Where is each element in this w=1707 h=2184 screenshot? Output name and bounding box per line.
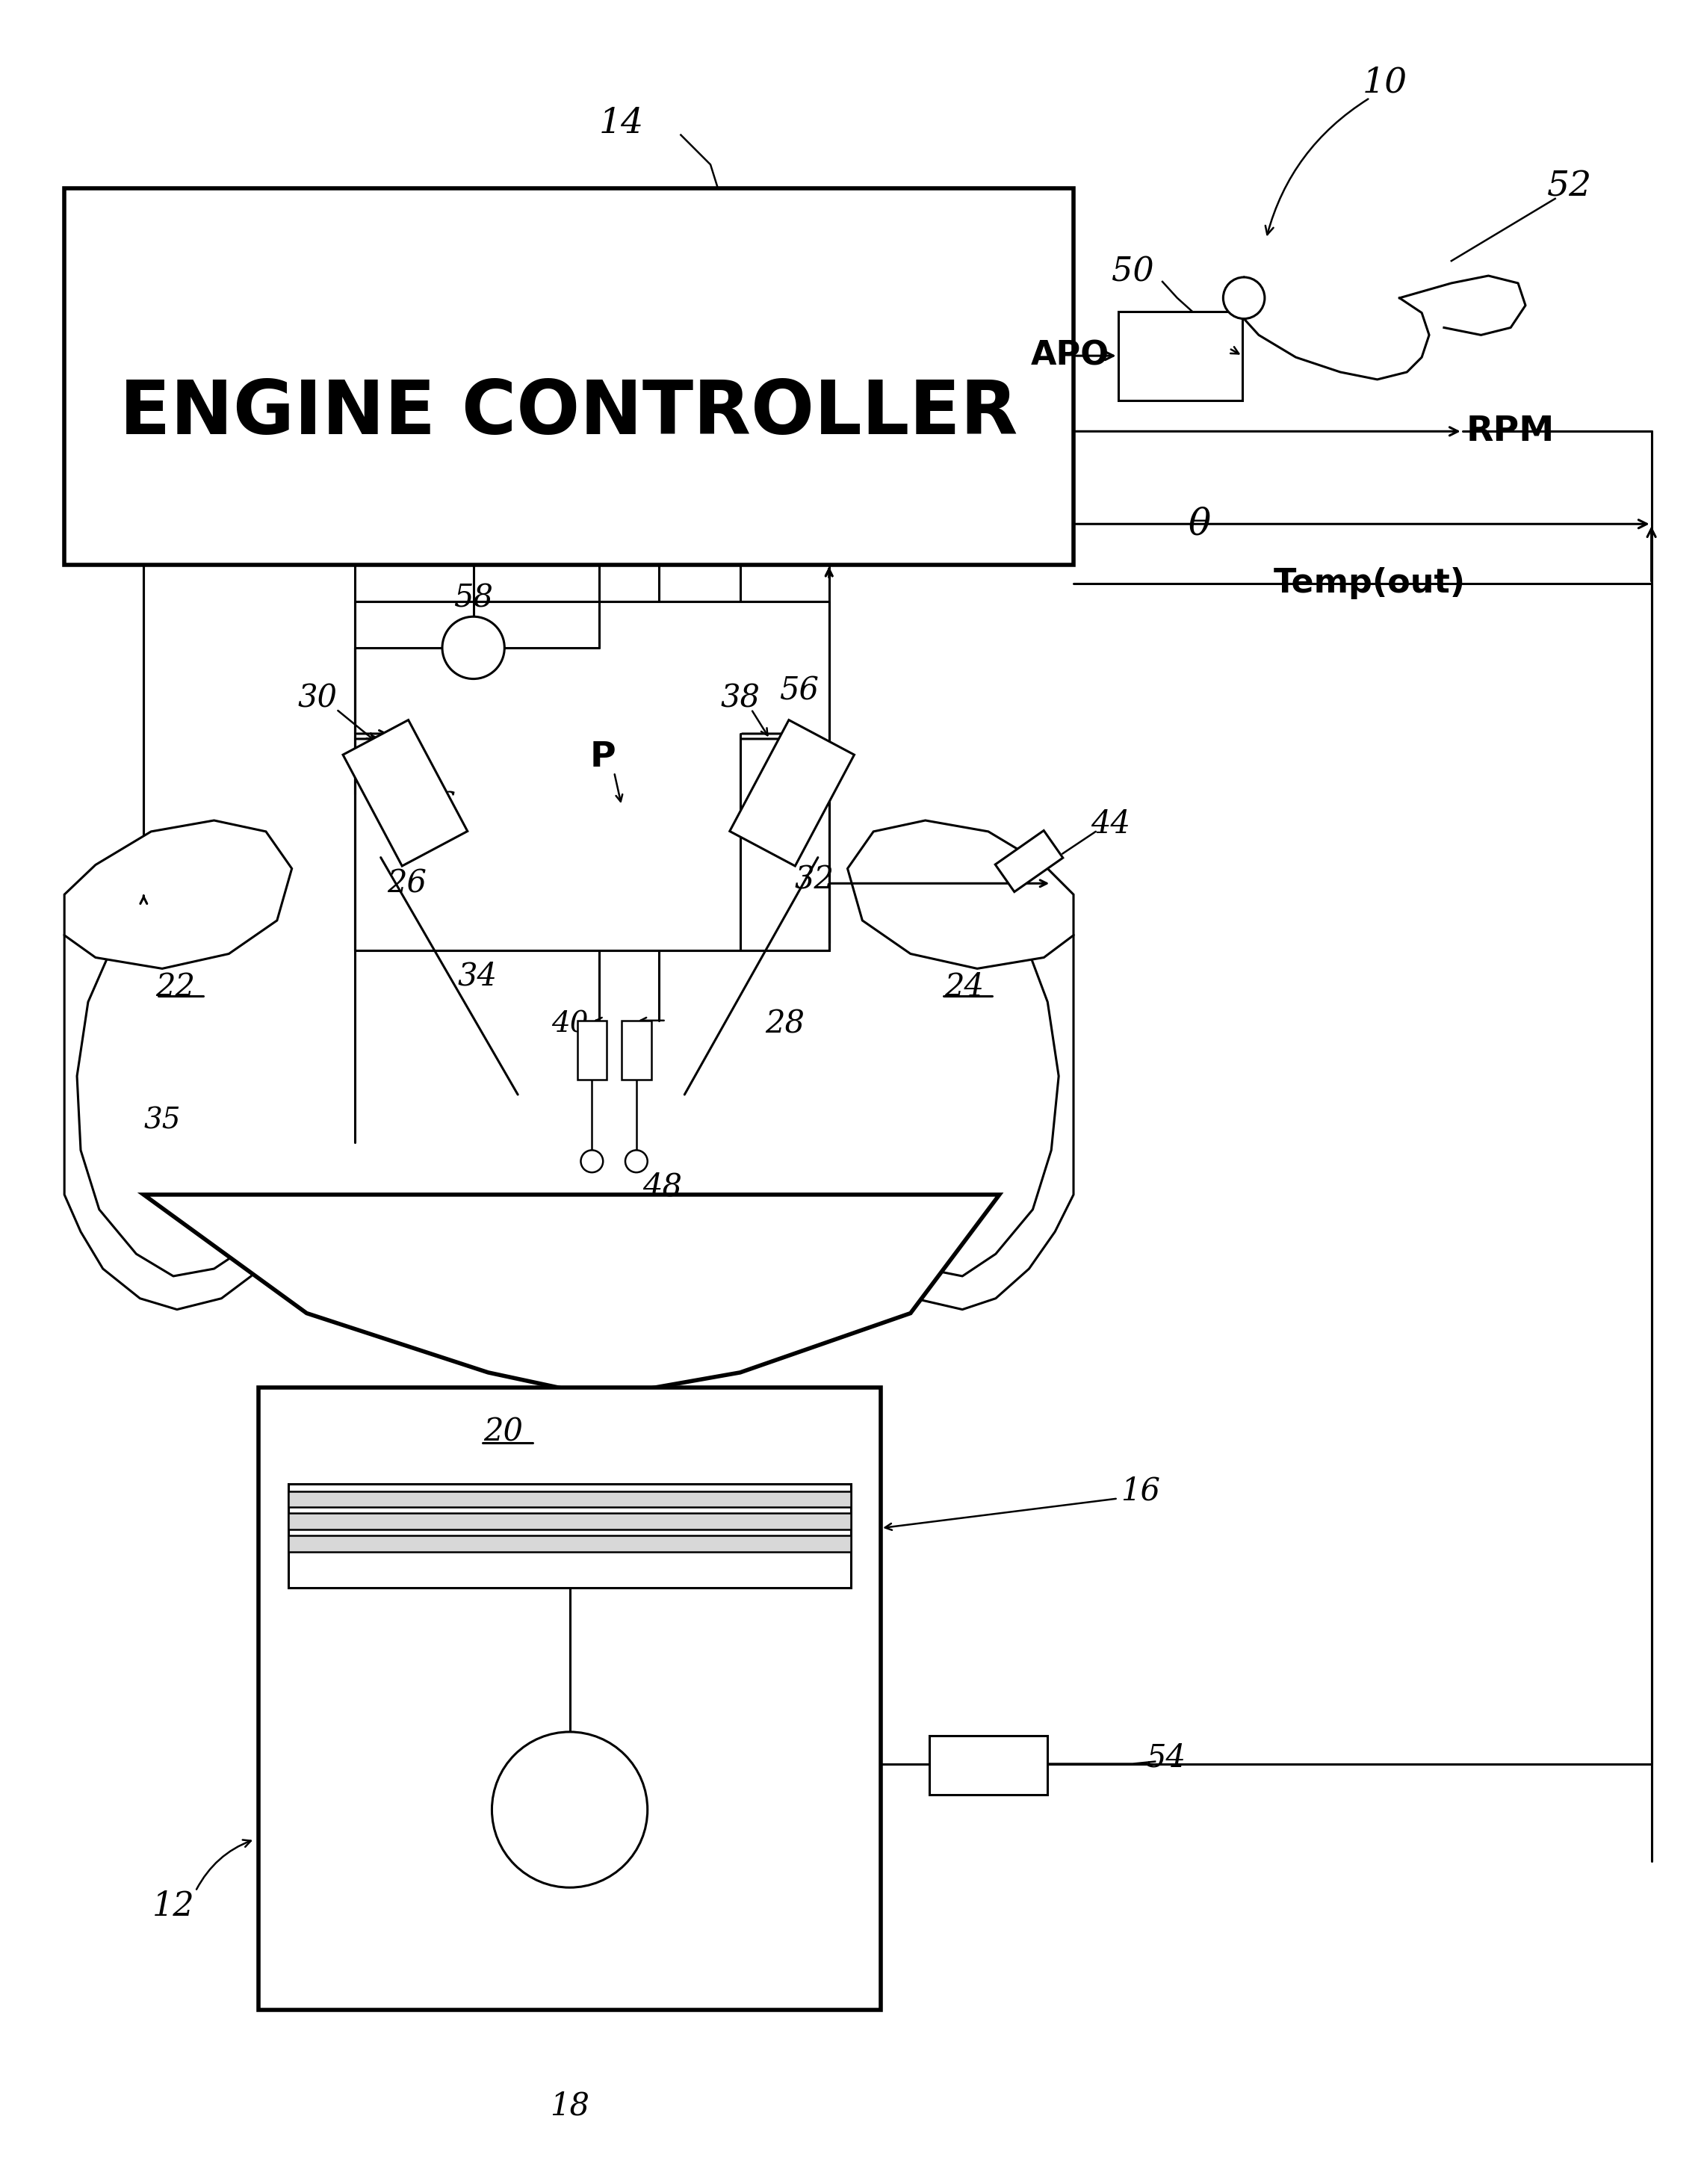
Text: 28: 28 [765,1009,804,1040]
Text: 48: 48 [642,1171,683,1203]
Text: 56: 56 [780,675,819,705]
Bar [929,1736,1048,1795]
Bar [1118,312,1243,400]
Text: 24: 24 [944,972,983,1002]
Polygon shape [577,1020,606,1079]
Text: 34: 34 [457,961,497,992]
Text: RPM: RPM [1466,415,1555,448]
Text: 20: 20 [483,1415,522,1448]
Circle shape [442,616,505,679]
Polygon shape [343,721,468,867]
Polygon shape [621,1020,650,1079]
Text: ENGINE CONTROLLER: ENGINE CONTROLLER [119,378,1017,450]
Text: 16: 16 [1120,1476,1161,1507]
Text: 12: 12 [152,1889,195,1922]
Text: 50: 50 [1111,256,1154,288]
Text: 40: 40 [551,1011,589,1037]
Text: 36: 36 [417,791,456,821]
Circle shape [580,1151,603,1173]
Polygon shape [65,821,292,970]
Circle shape [625,1151,647,1173]
Polygon shape [729,721,854,867]
Text: P: P [591,740,616,775]
Bar [288,1492,852,1507]
Text: θ: θ [1188,505,1210,542]
Polygon shape [848,821,1074,970]
Text: 38: 38 [720,681,760,714]
Text: 10: 10 [1362,66,1407,100]
Text: 30: 30 [299,681,338,714]
Bar [258,1387,881,2009]
Text: Temp(out): Temp(out) [1273,568,1466,598]
Text: 26: 26 [387,867,427,900]
Text: 32: 32 [794,865,835,895]
Bar [65,188,1074,566]
Text: 52: 52 [1548,170,1593,203]
Circle shape [1224,277,1265,319]
Polygon shape [995,830,1063,891]
Bar [288,1514,852,1529]
Bar [288,1535,852,1553]
Text: 14: 14 [599,107,644,140]
Text: 44: 44 [1091,808,1130,841]
Text: 22: 22 [155,972,195,1002]
Polygon shape [143,1195,999,1396]
Circle shape [492,1732,647,1887]
Text: 18: 18 [550,2090,589,2123]
Bar [288,1483,852,1588]
Text: APO: APO [1031,341,1110,371]
Text: 54: 54 [1147,1743,1186,1773]
Text: 35: 35 [143,1107,181,1133]
Text: 58: 58 [454,583,493,614]
